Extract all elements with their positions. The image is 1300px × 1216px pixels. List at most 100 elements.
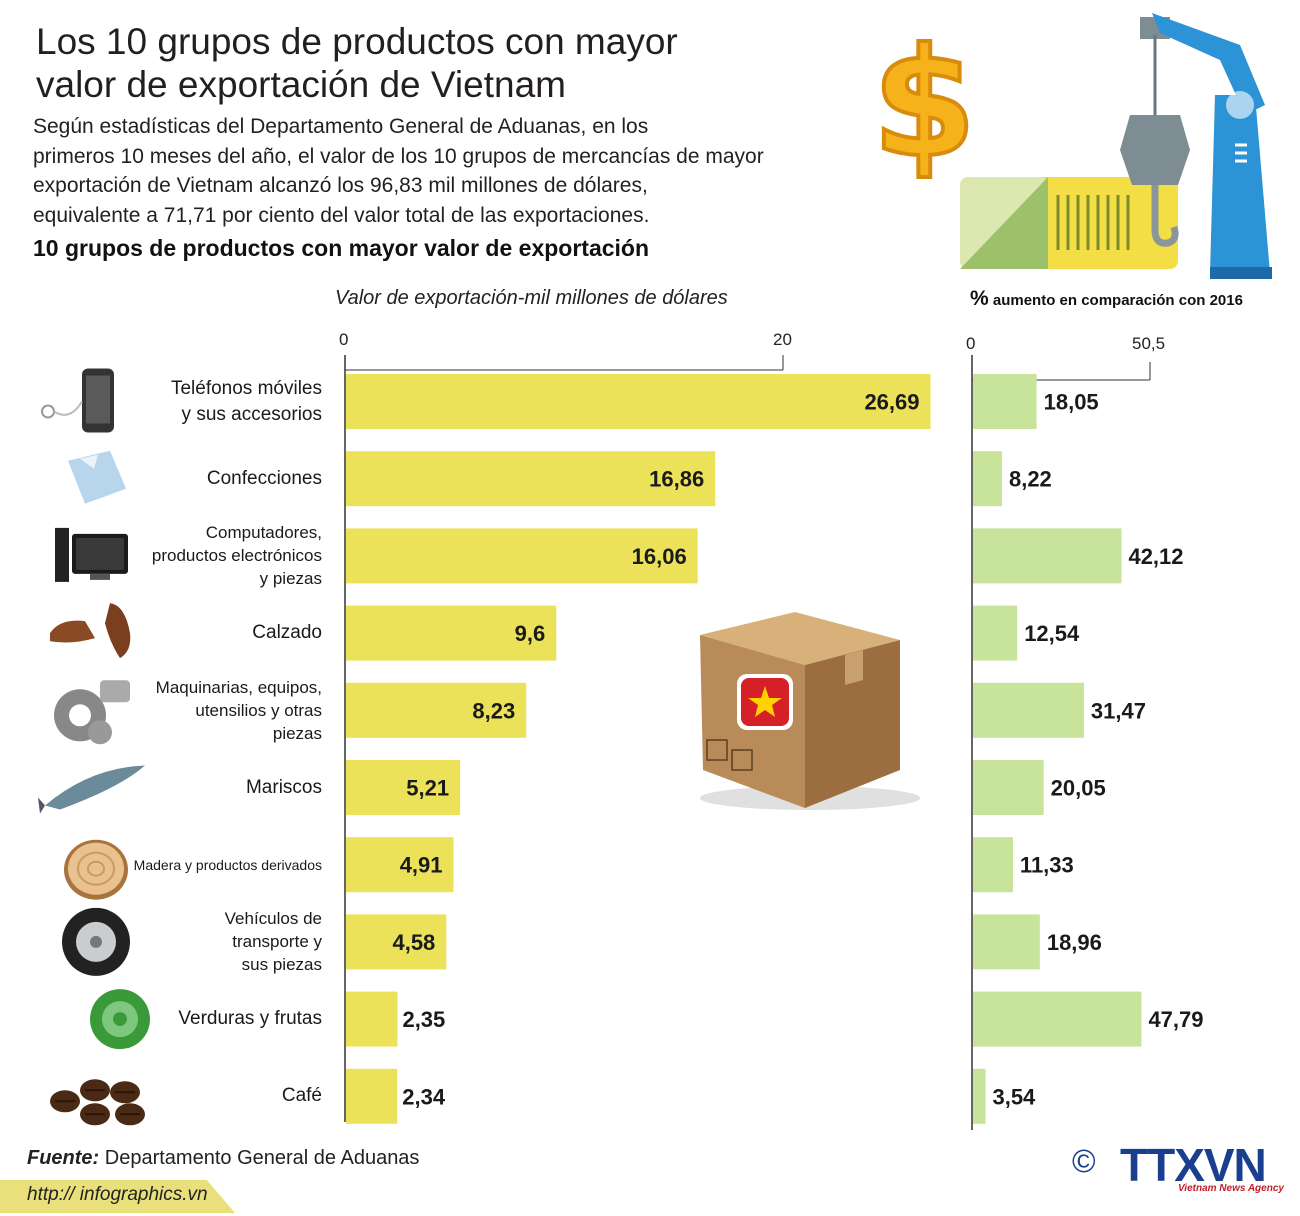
export-bar [346,760,461,815]
growth-bar [973,528,1122,584]
wood-log-icon [64,839,128,900]
category-label-line: Calzado [252,622,322,644]
intro-line-3: exportación de Vietnam alcanzó los 96,83… [33,174,648,197]
chart-subtitle: 10 grupos de productos con mayor valor d… [33,235,650,261]
category-label-line: Mariscos [245,776,322,798]
category-label-line: Confecciones [206,467,322,489]
right-tick-label: 0 [966,334,975,353]
growth-value-label: 47,79 [1148,1007,1203,1032]
url-band [0,1180,235,1213]
source-note: Fuente: Departamento General de Aduanas [27,1147,419,1170]
tire-icon [62,907,130,976]
export-value-label: 2,34 [402,1084,446,1109]
growth-value-label: 31,47 [1091,698,1146,723]
export-value-label: 2,35 [402,1007,445,1032]
export-value-chart: 0 20 26,69 16,86 16,06 9,6 8,23 5,21 4,91 4,58 2,3… [339,330,931,1124]
category-label: Mariscos [246,775,322,801]
growth-value-label: 3,54 [992,1084,1036,1109]
growth-value-label: 18,05 [1044,390,1099,415]
category-label-line: piezas [272,723,322,743]
category-label-line: Madera y productos derivados [133,856,322,873]
category-label-line: Café [281,1085,322,1107]
growth-bar [973,760,1044,815]
category-label-line: productos electrónicos [151,546,322,566]
shoes-icon [50,603,131,659]
growth-value-label: 18,96 [1047,930,1102,955]
site-url[interactable]: http:// infographics.vn [27,1184,208,1205]
source-label: Fuente: [27,1147,100,1169]
growth-bar [973,451,1002,507]
crane-container-icon [960,13,1272,279]
ttxvn-logo: TTXVN [1120,1139,1267,1191]
copyright-symbol: © [1072,1143,1096,1179]
cardboard-box-icon [700,612,920,810]
coffee-beans-icon [50,1079,145,1126]
growth-bar [973,1068,986,1124]
category-label-line: y piezas [259,569,322,589]
export-chart: 0 20 26,69 16,86 16,06 9,6 8,23 5,21 4,91 4,58 2,3… [339,330,1204,1130]
category-label: Calzado [252,620,322,646]
title-line-1: Los 10 grupos de productos con mayor [36,21,678,62]
phone-icon [41,368,114,433]
growth-value-label: 20,05 [1051,776,1106,801]
export-bar [346,837,454,893]
category-label: Café [282,1083,322,1109]
category-label: Confecciones [207,466,322,492]
growth-axis-label-text: aumento en comparación con 2016 [988,292,1243,309]
growth-bar [973,374,1037,429]
category-label-line: y sus accesorios [181,403,322,425]
category-icons [38,368,150,1126]
title-line-2: valor de exportación de Vietnam [36,64,566,105]
category-label-line: Computadores, [205,523,322,543]
source-text: Departamento General de Aduanas [99,1147,420,1169]
svg-text:$: $ [872,17,976,191]
shirt-icon [68,450,126,504]
growth-bar [973,605,1018,661]
export-bar [346,1068,398,1124]
growth-value-label: 8,22 [1009,467,1052,492]
left-tick-label: 20 [773,330,792,349]
right-tick-label: 50,5 [1132,334,1165,353]
fish-icon [38,765,145,814]
growth-chart: 0 50,5 18,05 8,22 42,12 12,54 31,47 20,05 11,33 1… [966,334,1204,1130]
export-value-label: 5,21 [406,776,449,801]
export-value-label: 26,69 [864,390,919,415]
export-value-label: 4,58 [392,930,435,955]
header-illustration: $ [870,13,1272,279]
growth-value-label: 42,12 [1128,544,1183,569]
export-value-label: 4,91 [400,853,443,878]
growth-axis-label: % aumento en comparación con 2016 [970,287,1243,311]
growth-value-label: 12,54 [1024,621,1080,646]
category-label-line: utensilios y otras [195,700,322,720]
agency-subtitle: Vietnam News Agency [1178,1183,1284,1194]
category-label: Teléfonos móviles y sus accesorios [171,376,322,428]
gears-icon [54,680,130,745]
category-label-line: sus piezas [241,955,322,975]
category-label: Madera y productos derivados [134,852,322,878]
export-bar [346,605,557,661]
export-value-label: 16,06 [632,544,687,569]
export-value-label: 8,23 [472,698,515,723]
export-value-axis-label: Valor de exportación-mil millones de dól… [335,287,728,309]
category-label: Vehículos de transporte y sus piezas [225,907,322,976]
export-bar [346,914,447,970]
growth-bar [973,914,1040,970]
growth-bar [973,991,1142,1047]
export-bar [346,451,716,507]
intro-line-4: equivalente a 71,71 por ciento del valor… [33,203,650,227]
growth-value-label: 11,33 [1020,853,1074,878]
category-label: Computadores, productos electrónicos y pie… [152,521,322,590]
category-label: Maquinarias, equipos, utensilios y otras p… [156,676,322,745]
dollar-icon: $ [870,15,978,193]
percent-symbol: % [970,287,989,310]
intro-paragraph: Según estadísticas del Departamento Gene… [33,112,853,230]
cabbage-icon [90,989,150,1050]
page-title: Los 10 grupos de productos con mayor val… [36,20,736,106]
intro-line-2: primeros 10 meses del año, el valor de l… [33,144,764,168]
export-bar [346,374,931,429]
growth-bar [973,682,1084,738]
computer-icon [55,527,128,582]
growth-bar [973,837,1013,893]
category-label-line: Verduras y frutas [178,1008,322,1030]
export-value-label: 16,86 [649,467,704,492]
